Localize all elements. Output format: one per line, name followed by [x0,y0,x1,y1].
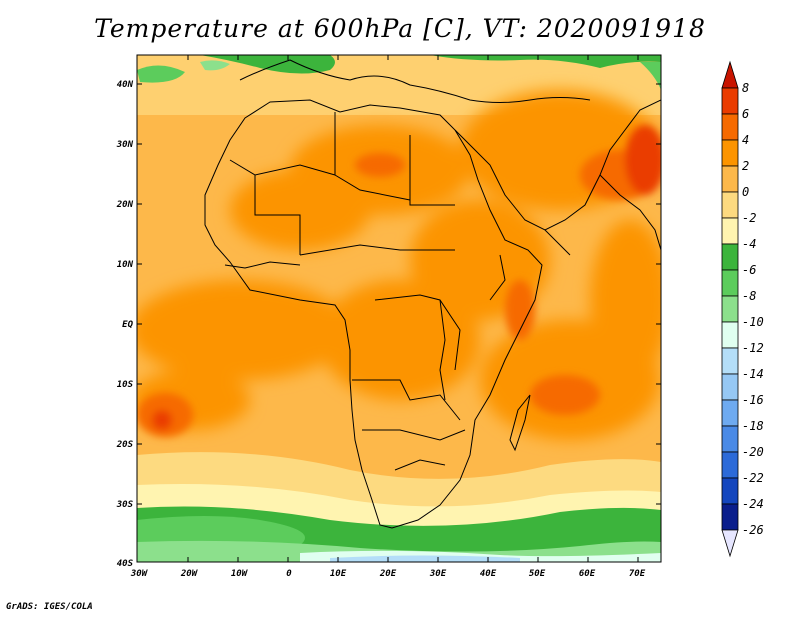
colorbar-segment [721,217,739,245]
lat-tick-label: 30S [116,500,134,510]
colorbar-label: -18 [742,419,764,433]
temperature-field [137,55,661,562]
colorbar-segment [721,503,739,531]
plot-frame [136,54,662,563]
lat-tick-marks [137,83,661,505]
lon-tick-label: 10E [330,569,347,579]
colorbar-segment [721,425,739,453]
colorbar-label: -10 [742,315,764,329]
colorbar-segment [721,139,739,167]
colorbar-label: 0 [742,185,749,199]
lon-tick-label: 0 [286,569,292,579]
colorbar-segment [721,451,739,479]
lat-tick-label: 10S [117,380,134,390]
lon-tick-marks [187,55,639,562]
colorbar-segment [721,477,739,505]
grads-credit: GrADS: IGES/COLA [6,602,93,612]
colorbar-labels: 8 6 4 2 0 -2 -4 -6 -8 -10 -12 -14 -16 -18 -20 -22 -24 -26 [742,81,764,537]
colorbar-label: 4 [742,133,749,147]
colorbar-label: 6 [742,107,749,121]
colorbar-segment [721,113,739,141]
colorbar-label: -24 [742,497,764,511]
lon-tick-label: 70E [629,569,646,579]
lat-tick-label: 10N [117,260,134,270]
colorbar-segment [721,269,739,297]
latitude-axis: 40N 30N 20N 10N EQ 10S 20S 30S 40S [116,80,134,569]
colorbar-label: -14 [742,367,764,381]
colorbar-segment [721,321,739,349]
lon-tick-label: 50E [529,569,546,579]
colorbar-label: -16 [742,393,764,407]
colorbar-segment [721,399,739,427]
colorbar-segment [721,60,739,89]
colorbar-label: 8 [742,81,749,95]
colorbar-segment [721,347,739,375]
colorbar-segment [721,295,739,323]
colorbar-label: -6 [742,263,756,277]
lon-tick-label: 30E [429,569,447,579]
lat-tick-label: 20N [116,200,134,210]
colorbar-segment [721,165,739,193]
lon-tick-label: 60E [579,569,596,579]
coastlines [204,59,661,529]
colorbar-label: -12 [742,341,764,355]
colorbar-segment [721,373,739,401]
colorbar-label: 2 [742,159,749,173]
colorbar-label: -8 [742,289,756,303]
lon-tick-label: 20E [379,569,397,579]
lon-tick-label: 40E [480,569,497,579]
longitude-axis: 30W 20W 10W 0 10E 20E 30E 40E 50E 60E 70… [130,569,646,579]
colorbar-segment [721,191,739,219]
lat-tick-label: EQ [122,320,133,330]
lon-tick-label: 20W [180,569,199,579]
lat-tick-label: 30N [116,140,134,150]
colorbar-segment [721,529,739,558]
lon-tick-label: 30W [130,569,149,579]
colorbar-label: -20 [742,445,764,459]
map-title: Temperature at 600hPa [C], VT: 202009191… [94,14,706,43]
colorbar-segment [721,243,739,271]
lat-tick-label: 40S [117,559,134,569]
colorbar [721,60,739,558]
lat-tick-label: 20S [116,440,134,450]
colorbar-label: -2 [742,211,756,225]
colorbar-label: -22 [742,471,764,485]
colorbar-label: -4 [742,237,756,251]
colorbar-segment [721,87,739,115]
lon-tick-label: 10W [231,569,249,579]
colorbar-label: -26 [742,523,764,537]
lat-tick-label: 40N [117,80,134,90]
